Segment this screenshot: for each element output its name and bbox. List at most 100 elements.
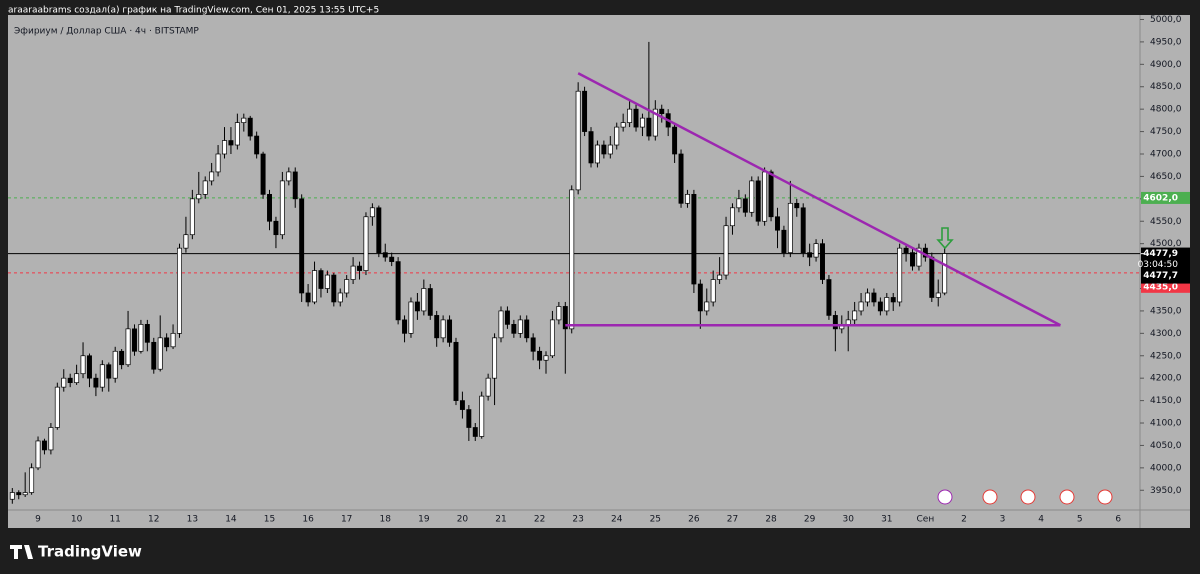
candle-body	[93, 377, 99, 388]
chart-title: Эфириум / Доллар США · 4ч · BITSTAMP	[14, 27, 199, 37]
candle-body	[99, 364, 105, 388]
price-label: 4435,0	[1143, 282, 1178, 292]
event-icon[interactable]	[1020, 489, 1036, 505]
x-tick-label: 19	[418, 515, 430, 525]
candle-body	[87, 355, 92, 379]
candle-body	[582, 90, 588, 132]
candle-body	[376, 207, 382, 253]
y-tick-label: 4950,0	[1150, 37, 1182, 47]
candle-body	[607, 144, 613, 155]
candle-body	[768, 171, 774, 218]
x-tick-label: 12	[148, 515, 159, 525]
candle-body	[331, 274, 337, 303]
y-tick-label: 4250,0	[1150, 351, 1182, 361]
candle-body	[865, 292, 870, 303]
candle-body	[434, 315, 440, 339]
candle-body	[775, 216, 780, 231]
x-tick-label: 11	[109, 515, 120, 525]
y-tick-label: 4350,0	[1150, 306, 1182, 316]
candle-body	[800, 207, 806, 253]
event-icon[interactable]	[982, 489, 998, 505]
x-tick-label: 15	[264, 515, 275, 525]
candle-body	[350, 265, 356, 280]
x-tick-label: 26	[688, 515, 700, 525]
candle-body	[48, 427, 54, 451]
candle-body	[273, 220, 279, 236]
price-label: 4602,0	[1143, 193, 1178, 203]
candle-body	[755, 180, 761, 222]
candle-body	[299, 198, 305, 294]
x-tick-label: 3	[1000, 515, 1006, 525]
candle-body	[453, 341, 459, 401]
x-tick-label: 14	[225, 515, 237, 525]
candle-body	[820, 243, 825, 280]
candle-body	[639, 117, 645, 128]
event-icons	[937, 489, 1113, 505]
candle-body	[942, 253, 948, 294]
candle-body	[408, 301, 414, 334]
arrow-marker	[936, 227, 954, 250]
candle-body	[691, 193, 697, 285]
candle-body	[678, 153, 684, 204]
candle-body	[177, 247, 182, 334]
candle-body	[832, 315, 838, 330]
candle-body	[588, 131, 594, 164]
candle-body	[916, 247, 922, 267]
candle-body	[659, 108, 665, 114]
x-tick-label: 31	[881, 515, 892, 525]
candle-body	[549, 319, 555, 357]
y-tick-label: 4550,0	[1150, 217, 1182, 227]
event-icon[interactable]	[1059, 489, 1075, 505]
candle-body	[427, 288, 433, 316]
candle-body	[485, 377, 491, 397]
x-tick-label: 27	[727, 515, 738, 525]
logo-mark	[10, 545, 33, 559]
event-icon[interactable]	[1097, 489, 1113, 505]
candle-body	[845, 319, 851, 325]
candle-body	[35, 440, 41, 469]
y-tick-label: 4200,0	[1150, 374, 1182, 384]
candle-body	[826, 279, 832, 316]
candle-body	[524, 319, 530, 339]
candle-body	[903, 247, 909, 253]
x-tick-label: 6	[1115, 515, 1121, 525]
x-tick-label: 13	[187, 515, 198, 525]
candle-body	[106, 364, 112, 379]
plot	[8, 41, 1140, 504]
candle-body	[402, 319, 408, 334]
candle-body	[601, 144, 607, 155]
candle-body	[267, 193, 272, 222]
x-tick-label: 24	[611, 515, 623, 525]
footer-logo[interactable]: TradingView	[38, 543, 142, 561]
candle-body	[395, 261, 401, 321]
candle-body	[286, 171, 292, 182]
candle-body	[414, 301, 420, 312]
candle-body	[183, 234, 189, 249]
y-tick-label: 4000,0	[1150, 463, 1182, 473]
candle-body	[479, 395, 485, 437]
candle-body	[202, 180, 208, 195]
x-tick-label: 17	[341, 515, 352, 525]
candle-body	[472, 427, 478, 437]
candle-body	[730, 207, 735, 227]
candle-body	[228, 140, 234, 146]
candle-body	[74, 373, 80, 384]
candle-body	[67, 377, 73, 384]
y-tick-label: 4900,0	[1150, 60, 1182, 70]
candle-body	[357, 265, 363, 271]
candle-body	[459, 400, 465, 410]
candle-body	[254, 135, 260, 155]
candle-body	[897, 247, 903, 303]
candle-body	[138, 324, 144, 352]
x-tick-label: 2	[961, 515, 967, 525]
candle-body	[241, 117, 247, 123]
event-icon[interactable]	[937, 489, 953, 505]
candle-body	[646, 117, 652, 137]
candle-body	[260, 153, 266, 195]
candle-body	[292, 171, 298, 200]
candle-body	[337, 292, 343, 303]
candle-body	[877, 301, 883, 312]
candle-body	[369, 207, 375, 218]
chart-background	[8, 15, 1190, 528]
